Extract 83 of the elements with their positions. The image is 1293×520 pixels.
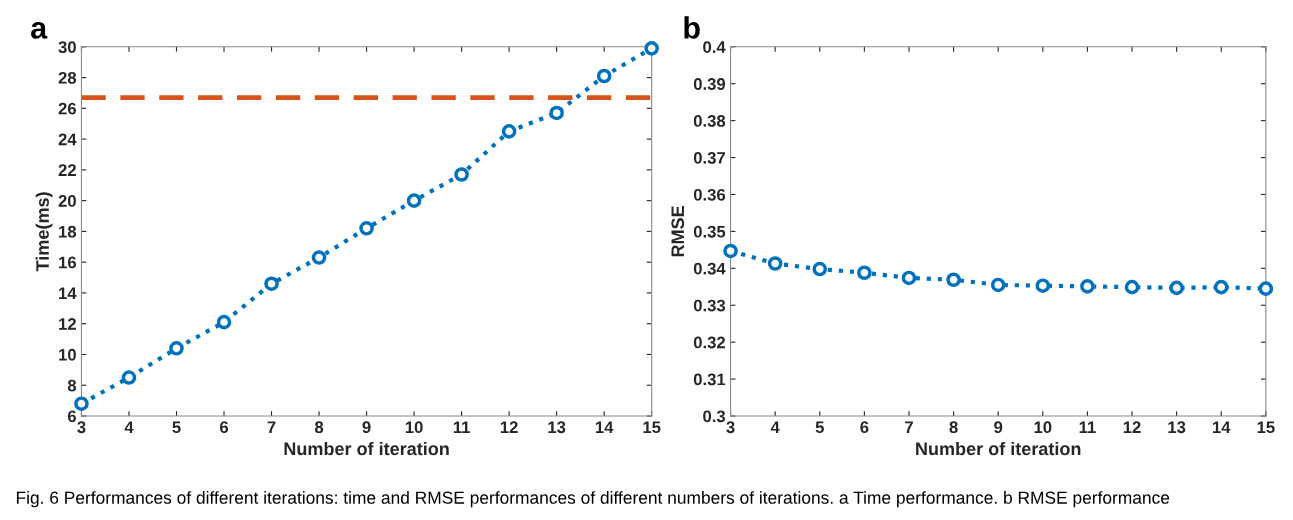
point bbox=[990, 277, 1006, 293]
y-tick-label: 18 bbox=[59, 225, 77, 238]
x-tick-label: 5 bbox=[815, 421, 824, 434]
x-tick-label: 6 bbox=[860, 421, 869, 434]
x-tick-label: 10 bbox=[1034, 421, 1052, 434]
point bbox=[169, 341, 184, 356]
point bbox=[644, 41, 659, 56]
point bbox=[857, 265, 872, 281]
y-tick-label: 28 bbox=[58, 71, 77, 84]
x-tick-label: 9 bbox=[362, 421, 371, 434]
point bbox=[1213, 279, 1229, 295]
y-tick-label: 10 bbox=[59, 348, 76, 361]
x-tick-label: 9 bbox=[994, 421, 1003, 434]
y-tick-label: 26 bbox=[58, 102, 76, 115]
y-tick-label: 0.37 bbox=[693, 151, 725, 164]
point bbox=[1124, 279, 1140, 295]
point bbox=[901, 270, 917, 286]
x-tick-label: 3 bbox=[726, 421, 735, 434]
point bbox=[121, 370, 137, 385]
chart-title: a bbox=[31, 22, 48, 39]
y-tick-label: 6 bbox=[67, 410, 76, 423]
point bbox=[596, 68, 612, 84]
point bbox=[1258, 281, 1274, 296]
x-tick-label: 12 bbox=[1123, 421, 1141, 433]
x-tick-label: 10 bbox=[405, 421, 423, 434]
point bbox=[812, 261, 828, 277]
point bbox=[1035, 278, 1051, 293]
x-tick-label: 15 bbox=[1257, 421, 1275, 434]
x-tick-label: 5 bbox=[172, 421, 181, 434]
point bbox=[549, 105, 564, 121]
y-tick-label: 30 bbox=[58, 41, 76, 54]
y-tick-label: 0.3 bbox=[703, 410, 726, 423]
point bbox=[311, 250, 327, 265]
point bbox=[74, 396, 89, 411]
y-tick-label: 0.39 bbox=[693, 78, 726, 90]
y-tick-label: 0.4 bbox=[703, 41, 726, 53]
x-tick-label: 3 bbox=[77, 421, 86, 434]
y-tick-label: 0.33 bbox=[693, 299, 726, 312]
point bbox=[216, 314, 232, 330]
x-tick-label: 11 bbox=[1079, 421, 1096, 433]
x-tick-label: 7 bbox=[905, 421, 913, 433]
y-tick-label: 0.32 bbox=[693, 336, 726, 349]
y-tick-label: 0.31 bbox=[693, 373, 726, 386]
point bbox=[723, 243, 738, 259]
point bbox=[767, 256, 783, 271]
y-tick-label: 0.35 bbox=[693, 225, 726, 238]
point bbox=[359, 221, 374, 236]
y-tick-label: 20 bbox=[58, 195, 76, 207]
x-tick-label: 12 bbox=[500, 421, 518, 433]
x-tick-label: 8 bbox=[314, 421, 324, 434]
chart-title: b bbox=[684, 16, 700, 39]
y-axis-title: RMSE bbox=[671, 206, 685, 257]
y-tick-label: 22 bbox=[58, 164, 76, 176]
x-tick-label: 13 bbox=[1168, 421, 1186, 434]
y-axis-title: Time(ms) bbox=[35, 192, 53, 272]
point bbox=[501, 124, 517, 139]
x-tick-label: 14 bbox=[1213, 421, 1231, 433]
x-tick-label: 11 bbox=[453, 421, 470, 433]
x-tick-label: 6 bbox=[219, 421, 229, 434]
point bbox=[406, 193, 422, 208]
x-tick-label: 13 bbox=[548, 421, 566, 434]
y-tick-label: 0.34 bbox=[693, 262, 726, 275]
point bbox=[454, 167, 469, 182]
x-axis-title: Number of iteration bbox=[916, 441, 1081, 456]
x-tick-label: 8 bbox=[949, 421, 958, 434]
x-tick-label: 14 bbox=[595, 421, 614, 433]
point bbox=[1080, 279, 1095, 294]
y-tick-label: 0.38 bbox=[693, 115, 726, 127]
y-tick-label: 14 bbox=[59, 287, 77, 299]
x-axis-title: Number of iteration bbox=[284, 441, 449, 456]
point bbox=[1169, 280, 1184, 296]
y-tick-label: 12 bbox=[59, 318, 76, 330]
point bbox=[946, 272, 961, 288]
y-tick-label: 24 bbox=[58, 133, 77, 146]
y-tick-label: 16 bbox=[59, 256, 76, 269]
y-tick-label: 0.36 bbox=[693, 188, 726, 201]
caption: Fig. 6 Performances of different iterations: time and RMSE performances of different numbers of iterations. a Time performance. b RMSE performance bbox=[16, 491, 1170, 508]
x-tick-label: 4 bbox=[124, 421, 134, 433]
x-tick-label: 4 bbox=[770, 421, 780, 433]
x-tick-label: 7 bbox=[267, 421, 276, 433]
x-tick-label: 15 bbox=[643, 421, 661, 434]
y-tick-label: 8 bbox=[67, 379, 77, 392]
point bbox=[264, 276, 279, 291]
